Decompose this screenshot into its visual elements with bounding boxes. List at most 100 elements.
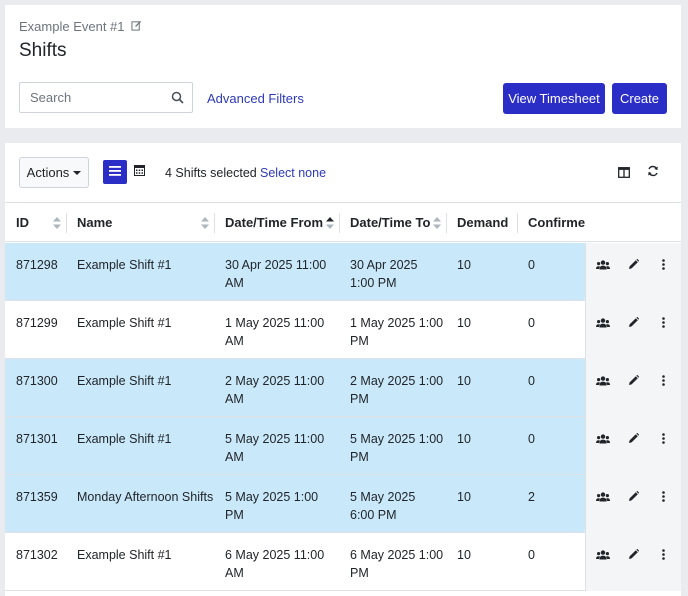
column-header-id[interactable]: ID	[16, 215, 29, 230]
shift-id: 871298	[16, 258, 58, 272]
sort-icon[interactable]	[201, 216, 209, 234]
create-button[interactable]: Create	[612, 83, 667, 114]
column-header-demand[interactable]: Demand	[457, 215, 509, 230]
pencil-icon[interactable]	[628, 431, 640, 449]
shift-name: Example Shift #1	[77, 374, 172, 388]
date-from-line1: 30 Apr 2025 11:00	[225, 258, 327, 272]
pencil-icon[interactable]	[628, 547, 640, 565]
kebab-icon[interactable]	[662, 431, 665, 449]
column-divider	[517, 213, 518, 233]
edit-icon[interactable]	[130, 19, 142, 34]
pencil-icon[interactable]	[628, 257, 640, 275]
actions-dropdown-button[interactable]: Actions	[19, 157, 89, 188]
demand: 10	[457, 432, 471, 446]
pencil-icon[interactable]	[628, 373, 640, 391]
shift-name: Example Shift #1	[77, 258, 172, 272]
date-to-line2: PM	[350, 450, 369, 464]
advanced-filters-link[interactable]: Advanced Filters	[207, 91, 304, 106]
kebab-icon[interactable]	[662, 373, 665, 391]
demand: 10	[457, 374, 471, 388]
view-timesheet-button[interactable]: View Timesheet	[503, 83, 605, 114]
date-to: 2 May 2025 1:00 PM	[350, 372, 443, 408]
date-from-line2: AM	[225, 276, 244, 290]
sort-icon[interactable]	[433, 216, 441, 234]
table-row[interactable]: 871301 Example Shift #1 5 May 2025 11:00 AM…	[5, 417, 681, 475]
page-title: Shifts	[19, 40, 67, 61]
selected-count: 4 Shifts selected	[165, 166, 257, 180]
shift-id: 871302	[16, 548, 58, 562]
users-icon[interactable]	[596, 315, 610, 333]
users-icon[interactable]	[596, 489, 610, 507]
search-icon[interactable]	[171, 91, 184, 109]
select-none-link[interactable]: Select none	[260, 166, 327, 180]
table-row[interactable]: 871299 Example Shift #1 1 May 2025 11:00 AM…	[5, 301, 681, 359]
column-header-name[interactable]: Name	[77, 215, 113, 230]
column-header-date-from[interactable]: Date/Time From	[225, 215, 324, 230]
table-row[interactable]: 871298 Example Shift #1 30 Apr 2025 11:00 A…	[5, 243, 681, 301]
date-to: 5 May 2025 6:00 PM	[350, 488, 415, 524]
sort-ascending-icon[interactable]	[326, 216, 334, 234]
shift-name: Example Shift #1	[77, 316, 172, 330]
table-row[interactable]: 871302 Example Shift #1 6 May 2025 11:00 AM…	[5, 533, 681, 591]
column-header-date-to[interactable]: Date/Time To	[350, 215, 431, 230]
users-icon[interactable]	[596, 257, 610, 275]
row-actions	[585, 533, 681, 591]
date-from: 5 May 2025 1:00 PM	[225, 488, 318, 524]
date-from-line1: 1 May 2025 11:00	[225, 316, 325, 330]
date-to-line1: 30 Apr 2025	[350, 258, 418, 272]
kebab-icon[interactable]	[662, 547, 665, 565]
date-from: 5 May 2025 11:00 AM	[225, 430, 324, 466]
users-icon[interactable]	[596, 547, 610, 565]
date-to-line2: 6:00 PM	[350, 508, 397, 522]
caret-down-icon	[73, 170, 82, 175]
demand: 10	[457, 490, 471, 504]
date-to: 1 May 2025 1:00 PM	[350, 314, 443, 350]
calendar-icon	[133, 163, 145, 181]
date-to: 30 Apr 2025 1:00 PM	[350, 256, 417, 292]
confirmed: 0	[528, 374, 535, 388]
date-to-line1: 5 May 2025	[350, 490, 416, 504]
kebab-icon[interactable]	[662, 489, 665, 507]
kebab-icon[interactable]	[662, 257, 665, 275]
column-divider	[446, 213, 447, 233]
date-from: 1 May 2025 11:00 AM	[225, 314, 324, 350]
table-row[interactable]: 871359 Monday Afternoon Shifts 5 May 2025 …	[5, 475, 681, 533]
shift-id: 871300	[16, 374, 58, 388]
confirmed: 0	[528, 548, 535, 562]
date-to-line2: 1:00 PM	[350, 276, 397, 290]
confirmed: 0	[528, 316, 535, 330]
header-card: Example Event #1 Shifts Advanced Filters…	[5, 5, 681, 128]
date-to-line1: 2 May 2025 1:00	[350, 374, 444, 388]
date-to: 5 May 2025 1:00 PM	[350, 430, 443, 466]
columns-icon[interactable]	[618, 165, 630, 183]
search-input[interactable]	[20, 83, 160, 112]
demand: 10	[457, 548, 471, 562]
table-row[interactable]: 871300 Example Shift #1 2 May 2025 11:00 AM…	[5, 359, 681, 417]
date-from-line2: PM	[225, 508, 244, 522]
kebab-icon[interactable]	[662, 315, 665, 333]
list-view-button[interactable]	[103, 160, 127, 184]
refresh-icon[interactable]	[647, 164, 659, 182]
confirmed: 2	[528, 490, 535, 504]
sort-icon[interactable]	[53, 216, 61, 234]
users-icon[interactable]	[596, 431, 610, 449]
column-header-confirmed[interactable]: Confirme	[528, 215, 586, 230]
date-to-line2: PM	[350, 334, 369, 348]
users-icon[interactable]	[596, 373, 610, 391]
date-from-line2: AM	[225, 566, 244, 580]
row-actions	[585, 301, 681, 359]
date-from-line2: AM	[225, 392, 244, 406]
demand: 10	[457, 316, 471, 330]
date-to-line1: 1 May 2025 1:00	[350, 316, 444, 330]
date-to-line1: 6 May 2025 1:00	[350, 548, 444, 562]
confirmed: 0	[528, 258, 535, 272]
list-view-icon	[109, 163, 121, 181]
date-from: 6 May 2025 11:00 AM	[225, 546, 324, 582]
column-divider	[66, 213, 67, 233]
shift-name: Monday Afternoon Shifts	[77, 490, 214, 504]
event-title: Example Event #1	[19, 19, 142, 34]
pencil-icon[interactable]	[628, 489, 640, 507]
date-to-line2: PM	[350, 392, 369, 406]
calendar-view-button[interactable]	[127, 160, 151, 184]
pencil-icon[interactable]	[628, 315, 640, 333]
